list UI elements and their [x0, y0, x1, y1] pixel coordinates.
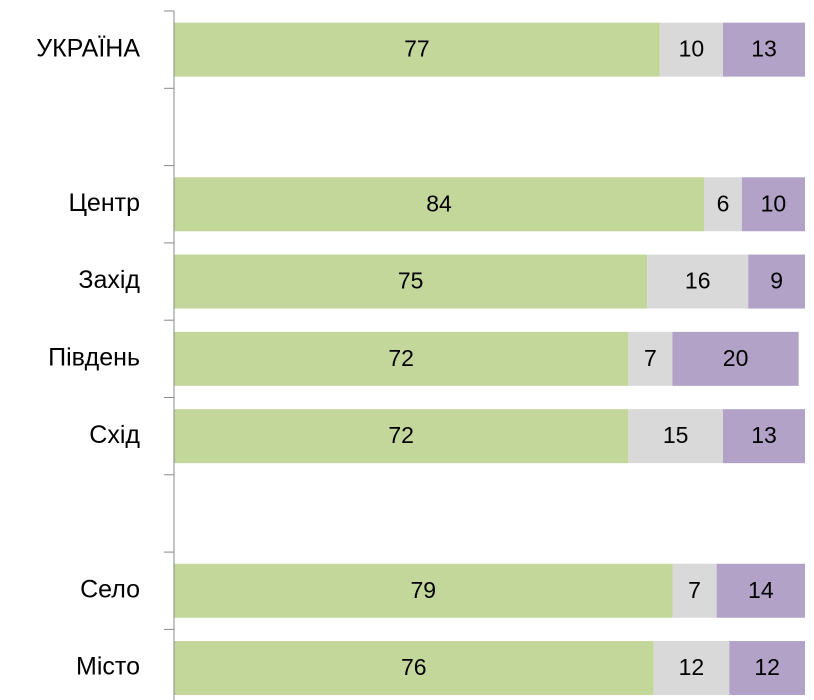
value-label: 77 [404, 36, 430, 62]
value-label: 12 [754, 654, 780, 680]
bar-segment [647, 254, 749, 309]
value-label: 20 [723, 345, 749, 371]
category-label: Село [80, 575, 140, 603]
category-label: Захід [78, 266, 140, 294]
value-label: 15 [663, 422, 689, 448]
bar-segment [672, 331, 799, 386]
bar-segment [174, 331, 629, 386]
category-label: Схід [89, 421, 140, 449]
value-label: 16 [685, 268, 711, 294]
bar-segment [741, 177, 805, 232]
value-label: 13 [751, 422, 777, 448]
bar-segment [729, 641, 805, 696]
bar-segment [174, 641, 654, 696]
value-label: 79 [410, 577, 436, 603]
bar-segment [722, 409, 805, 464]
bar-segment [716, 563, 805, 618]
bar-segment [659, 22, 723, 77]
bar-segment [174, 409, 629, 464]
value-label: 7 [644, 345, 657, 371]
value-label: 14 [748, 577, 774, 603]
value-label: 13 [751, 36, 777, 62]
bar-segment [722, 22, 805, 77]
bar-segment [174, 563, 673, 618]
bar-segment [704, 177, 742, 232]
category-label: УКРАЇНА [36, 34, 140, 62]
category-label: Центр [68, 189, 140, 217]
bar-segment [628, 331, 673, 386]
value-label: 76 [401, 654, 427, 680]
bar-segment [174, 22, 660, 77]
bar-segment [174, 177, 705, 232]
value-label: 75 [398, 268, 424, 294]
value-label: 72 [388, 422, 414, 448]
value-label: 7 [688, 577, 701, 603]
bar-segment [174, 254, 648, 309]
value-label: 72 [388, 345, 414, 371]
bar-segment [672, 563, 717, 618]
bar-segment [748, 254, 805, 309]
category-label: Південь [48, 343, 140, 371]
value-label: 12 [679, 654, 705, 680]
value-label: 10 [761, 190, 787, 216]
value-label: 6 [717, 190, 730, 216]
category-label: Місто [76, 653, 140, 681]
bar-segment [653, 641, 730, 696]
value-label: 84 [426, 190, 452, 216]
value-label: 10 [679, 36, 705, 62]
bar-segment [628, 409, 723, 464]
value-label: 9 [770, 268, 783, 294]
